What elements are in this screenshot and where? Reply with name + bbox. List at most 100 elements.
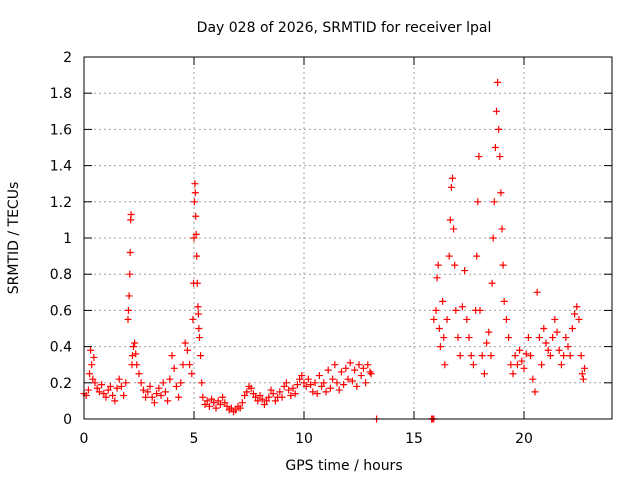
data-point — [315, 372, 323, 380]
data-point — [190, 198, 198, 206]
data-point — [458, 303, 466, 311]
data-point — [276, 388, 284, 396]
data-point — [313, 390, 321, 398]
data-point — [219, 393, 227, 401]
y-tick-label: 0 — [63, 412, 72, 428]
data-point — [201, 401, 209, 409]
data-point — [300, 379, 308, 387]
data-point — [191, 189, 199, 197]
data-point — [432, 306, 440, 314]
data-point — [214, 397, 222, 405]
data-point — [320, 379, 328, 387]
x-tick-label: 0 — [80, 431, 89, 447]
y-axis-label: SRMTID / TECUs — [6, 182, 22, 295]
data-point — [252, 393, 260, 401]
data-point — [439, 297, 447, 305]
data-point — [90, 353, 98, 361]
data-point — [511, 352, 519, 360]
data-point — [473, 252, 481, 260]
data-point — [522, 350, 530, 358]
data-point — [476, 306, 484, 314]
data-point — [573, 303, 581, 311]
data-point — [335, 386, 343, 394]
data-point — [318, 382, 326, 390]
data-point — [189, 315, 197, 323]
data-point — [505, 334, 513, 342]
data-point — [578, 370, 586, 378]
data-points — [80, 78, 588, 423]
data-point — [579, 375, 587, 383]
data-point — [199, 393, 207, 401]
data-point — [322, 388, 330, 396]
y-tick-label: 0.4 — [50, 340, 72, 356]
data-point — [497, 189, 505, 197]
data-point — [440, 334, 448, 342]
data-point — [210, 399, 218, 407]
data-point — [131, 339, 139, 347]
data-point — [89, 375, 97, 383]
data-point — [144, 388, 152, 396]
data-point — [166, 375, 174, 383]
data-point — [188, 370, 196, 378]
data-point — [232, 406, 240, 414]
data-point — [193, 279, 201, 287]
data-point — [551, 315, 559, 323]
data-point — [194, 303, 202, 311]
data-point — [164, 397, 172, 405]
chart-title: Day 028 of 2026, SRMTID for receiver lpa… — [197, 20, 492, 36]
data-point — [86, 370, 93, 378]
data-point — [577, 352, 585, 360]
data-point — [132, 350, 140, 358]
data-point — [150, 399, 158, 407]
data-point — [304, 375, 312, 383]
data-point — [291, 390, 299, 398]
x-axis-label: GPS time / hours — [285, 458, 402, 474]
data-point — [445, 252, 453, 260]
data-point — [342, 364, 350, 372]
data-point — [193, 252, 201, 260]
data-point — [542, 339, 550, 347]
data-point — [581, 364, 588, 372]
data-point — [285, 386, 293, 394]
data-point — [474, 198, 482, 206]
data-point — [452, 306, 460, 314]
data-point — [104, 386, 112, 394]
data-point — [326, 384, 334, 392]
data-point — [146, 382, 154, 390]
data-point — [465, 334, 473, 342]
data-point — [337, 368, 345, 376]
data-point — [196, 334, 203, 342]
data-point — [571, 310, 579, 318]
data-point — [102, 393, 110, 401]
data-point — [267, 386, 275, 394]
x-axis-ticks: 0 5 10 15 20 — [80, 57, 533, 447]
data-point — [168, 352, 176, 360]
data-point — [238, 399, 246, 407]
data-point — [454, 334, 462, 342]
data-point — [278, 393, 286, 401]
data-point — [469, 361, 477, 369]
data-point — [126, 248, 134, 256]
data-point — [348, 377, 356, 385]
data-point — [192, 230, 200, 238]
data-point — [269, 390, 277, 398]
data-point — [192, 212, 200, 220]
data-point — [139, 386, 147, 394]
data-point — [115, 375, 123, 383]
data-point — [557, 361, 565, 369]
data-point — [153, 390, 161, 398]
data-point — [106, 382, 114, 390]
data-point — [87, 346, 95, 354]
data-point — [449, 174, 456, 182]
data-point — [502, 315, 510, 323]
data-point — [241, 391, 249, 399]
data-point — [159, 379, 167, 387]
y-tick-label: 1.4 — [50, 159, 72, 175]
data-point — [533, 288, 541, 296]
data-point — [507, 361, 515, 369]
data-point — [450, 225, 458, 233]
x-tick-label: 20 — [515, 431, 533, 447]
grid — [84, 57, 612, 419]
data-point — [194, 310, 202, 318]
data-point — [216, 401, 224, 409]
